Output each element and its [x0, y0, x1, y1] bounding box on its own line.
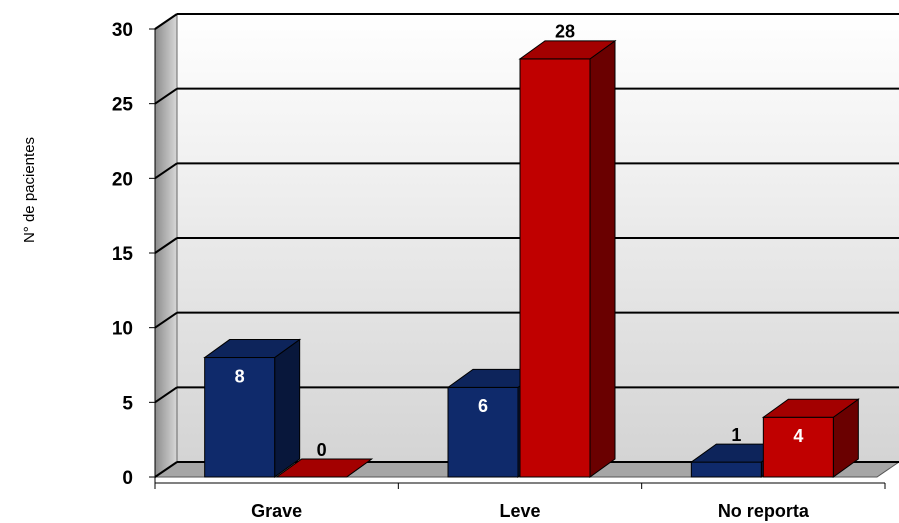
y-tick-label: 20: [112, 169, 133, 190]
bar: [690, 461, 762, 478]
bar: [762, 416, 834, 478]
bar-top: [203, 339, 302, 359]
value-label: 6: [478, 396, 488, 416]
bar: [519, 58, 591, 478]
value-label: 8: [235, 366, 245, 386]
y-tick-label: 0: [122, 468, 133, 489]
value-label: 4: [793, 426, 803, 446]
x-tick-label: Leve: [499, 501, 540, 521]
grid-line: [154, 13, 178, 30]
x-tick-label: Grave: [251, 501, 302, 521]
y-axis-title: N° de pacientes: [21, 137, 38, 243]
x-tick-label: No reporta: [718, 501, 810, 521]
grid-line: [154, 237, 178, 254]
value-label: 28: [555, 22, 575, 42]
bar-top: [518, 40, 617, 60]
grid-line: [154, 461, 178, 478]
bar-top: [761, 398, 860, 418]
grid-line: [154, 311, 178, 329]
bar-side: [589, 39, 616, 478]
grid-line: [154, 162, 178, 180]
bar-top: [275, 458, 374, 478]
grid-line: [154, 87, 178, 105]
y-tick-label: 30: [112, 20, 133, 41]
bar: [447, 386, 519, 478]
y-tick-label: 15: [112, 244, 134, 265]
y-tick-label: 5: [122, 393, 133, 414]
bar: [204, 357, 276, 478]
value-label: 0: [317, 440, 327, 460]
bar-side: [274, 338, 301, 478]
value-label: 1: [731, 425, 741, 445]
y-tick-label: 25: [112, 95, 134, 116]
y-tick-label: 10: [112, 319, 133, 340]
grid-line: [154, 386, 178, 404]
